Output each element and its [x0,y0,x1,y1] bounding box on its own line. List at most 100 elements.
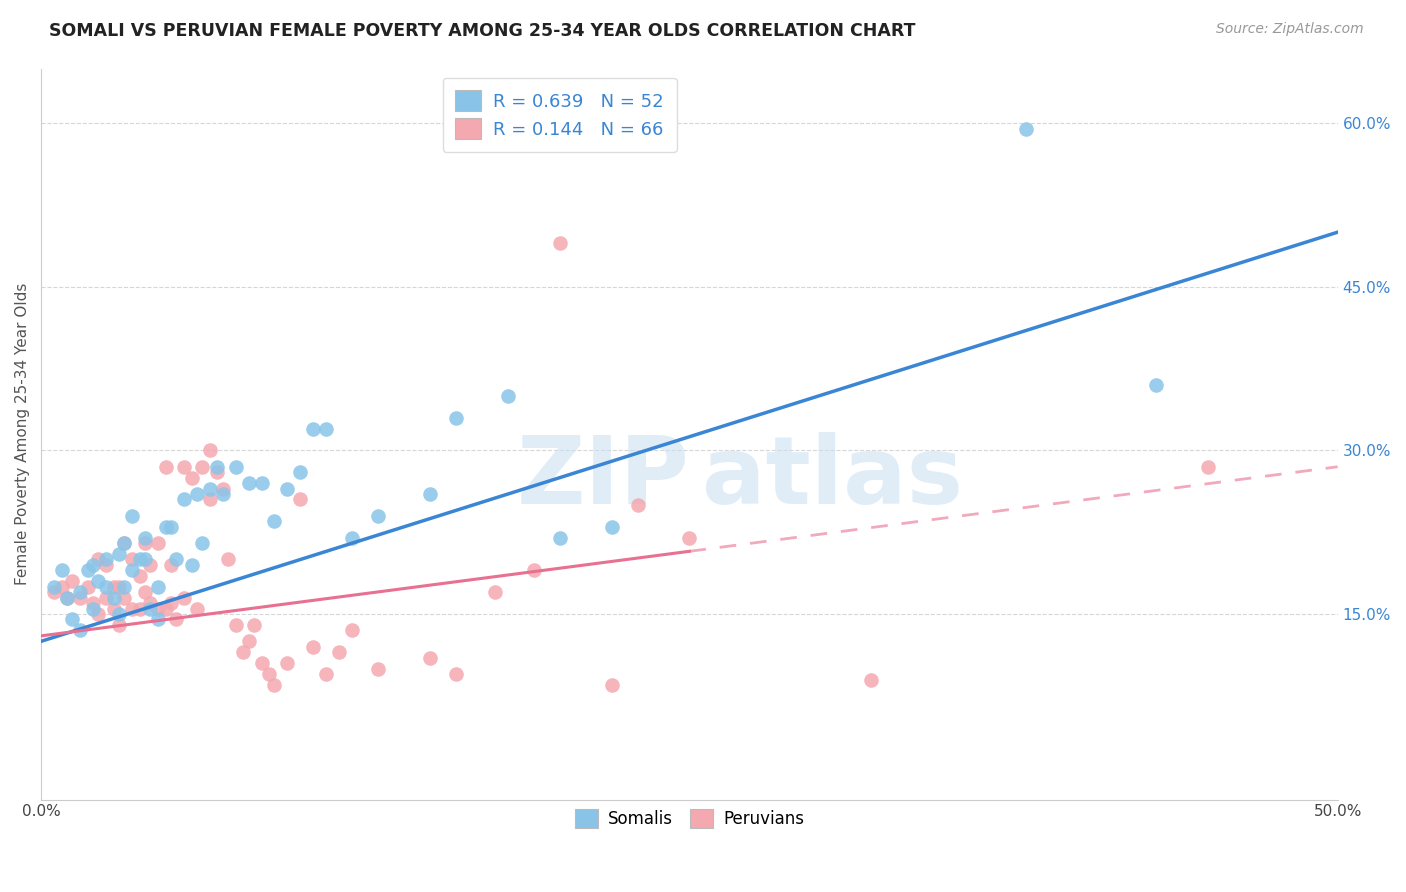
Point [128,552,150,566]
Point [302,421,325,435]
Point [207,465,229,479]
Point [94,558,117,572]
Legend: Somalis, Peruvians: Somalis, Peruvians [568,803,811,835]
Point [82,596,104,610]
Point [211,482,233,496]
Point [103,601,125,615]
Point [112,536,135,550]
Point [56,591,79,605]
Point [159,520,181,534]
Text: Source: ZipAtlas.com: Source: ZipAtlas.com [1216,22,1364,37]
Point [121,508,143,523]
Point [217,552,239,566]
Point [128,601,150,615]
Point [186,487,208,501]
Point [626,498,648,512]
Point [250,656,273,670]
Point [198,443,221,458]
Point [121,601,143,615]
Point [103,580,125,594]
Point [263,514,285,528]
Point [69,624,91,638]
Point [134,531,156,545]
Point [191,459,214,474]
Point [186,601,208,615]
Point [198,492,221,507]
Point [165,613,187,627]
Text: SOMALI VS PERUVIAN FEMALE POVERTY AMONG 25-34 YEAR OLDS CORRELATION CHART: SOMALI VS PERUVIAN FEMALE POVERTY AMONG … [49,22,915,40]
Point [444,410,467,425]
Point [146,601,169,615]
Point [69,585,91,599]
Point [242,618,264,632]
Point [342,531,364,545]
Point [155,459,177,474]
Point [103,591,125,605]
Point [180,470,202,484]
Point [112,536,135,550]
Point [859,673,882,687]
Y-axis label: Female Poverty Among 25-34 Year Olds: Female Poverty Among 25-34 Year Olds [15,283,30,585]
Point [42,585,65,599]
Point [112,591,135,605]
Point [1015,121,1038,136]
Point [315,421,337,435]
Point [94,580,117,594]
Point [121,552,143,566]
Point [290,465,312,479]
Point [134,585,156,599]
Point [232,645,254,659]
Point [173,459,195,474]
Point [69,591,91,605]
Point [155,520,177,534]
Point [42,580,65,594]
Point [276,656,298,670]
Point [678,531,700,545]
Point [211,487,233,501]
Point [76,563,98,577]
Point [173,591,195,605]
Point [56,591,79,605]
Point [225,618,247,632]
Point [600,678,623,692]
Point [60,574,83,589]
Point [276,482,298,496]
Point [263,678,285,692]
Point [76,580,98,594]
Point [198,482,221,496]
Point [484,585,506,599]
Point [87,552,110,566]
Point [94,591,117,605]
Point [367,662,389,676]
Point [419,650,441,665]
Point [82,558,104,572]
Point [112,580,135,594]
Point [173,492,195,507]
Point [444,667,467,681]
Point [191,536,214,550]
Point [94,552,117,566]
Point [238,634,260,648]
Point [225,459,247,474]
Point [1144,378,1167,392]
Point [315,667,337,681]
Point [139,596,162,610]
Point [328,645,350,659]
Point [139,601,162,615]
Point [1197,459,1219,474]
Point [207,459,229,474]
Point [146,613,169,627]
Point [165,552,187,566]
Point [419,487,441,501]
Point [121,563,143,577]
Point [51,563,73,577]
Point [159,596,181,610]
Point [134,552,156,566]
Point [134,536,156,550]
Point [87,574,110,589]
Point [146,580,169,594]
Point [600,520,623,534]
Text: ZIP: ZIP [516,432,689,524]
Point [139,558,162,572]
Point [87,607,110,621]
